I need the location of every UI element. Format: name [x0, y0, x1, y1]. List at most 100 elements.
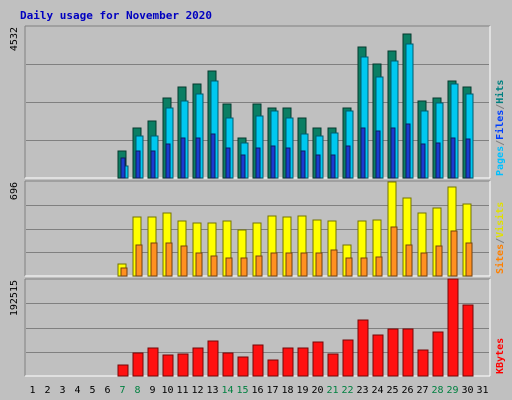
bar-kbytes [282, 347, 294, 377]
x-tick-label: 29 [446, 385, 458, 396]
bar-files [195, 137, 201, 179]
bar-files [210, 133, 216, 179]
bar-sites [315, 252, 323, 277]
bar-kbytes [132, 352, 144, 377]
bar-kbytes [447, 278, 459, 377]
side-label-part: KBytes [495, 338, 506, 374]
x-tick-label: 13 [206, 385, 218, 396]
x-tick-label: 16 [251, 385, 263, 396]
x-tick-label: 23 [356, 385, 368, 396]
bar-kbytes [432, 331, 444, 377]
bar-kbytes [297, 347, 309, 377]
bar-sites [360, 257, 368, 277]
x-tick-label: 22 [341, 385, 353, 396]
bar-files [360, 127, 366, 179]
x-tick-label: 25 [386, 385, 398, 396]
bar-sites [135, 244, 143, 277]
bar-files [180, 137, 186, 179]
bar-sites [420, 252, 428, 277]
x-tick-label: 28 [431, 385, 443, 396]
bar-kbytes [402, 328, 414, 377]
bar-kbytes [117, 364, 129, 377]
bar-files [390, 127, 396, 179]
x-tick-label: 20 [311, 385, 323, 396]
bar-sites [165, 242, 173, 277]
bar-files [330, 154, 336, 179]
bar-files [405, 123, 411, 179]
bar-sites [405, 244, 413, 277]
x-tick-label: 11 [176, 385, 188, 396]
bar-kbytes [252, 344, 264, 377]
bar-sites [285, 252, 293, 277]
x-tick-label: 24 [371, 385, 383, 396]
bar-files [450, 137, 456, 179]
x-tick-label: 18 [281, 385, 293, 396]
bar-files [255, 147, 261, 179]
x-tick-label: 4 [74, 385, 80, 396]
bar-files [285, 147, 291, 179]
side-label-part: / [495, 104, 506, 110]
x-tick-label: 14 [221, 385, 233, 396]
panel-max-label: 192515 [9, 280, 20, 316]
x-tick-label: 7 [119, 385, 125, 396]
bar-kbytes [192, 347, 204, 377]
panel-2: 696 Sites/Visits [9, 180, 506, 277]
bar-kbytes [222, 352, 234, 377]
panel-side-label: Sites/Visits [494, 202, 506, 274]
bar-kbytes [417, 349, 429, 377]
bar-files [135, 150, 141, 179]
x-tick-label: 8 [134, 385, 140, 396]
bar-sites [255, 255, 263, 277]
x-tick-label: 1 [29, 385, 35, 396]
x-axis-labels: 1 2 3 4 5 6 7 8 9 10 11 12 13 14 15 16 17 18 19 20 21 22 23 24 2… [29, 385, 488, 396]
bar-files [435, 142, 441, 179]
bar-kbytes [312, 341, 324, 377]
panel-max-label: 696 [9, 182, 20, 200]
bar-sites [300, 252, 308, 277]
x-tick-label: 6 [104, 385, 110, 396]
x-tick-label: 27 [416, 385, 428, 396]
x-tick-label: 15 [236, 385, 248, 396]
bar-kbytes [342, 339, 354, 377]
bar-files [420, 143, 426, 179]
bar-kbytes [327, 353, 339, 377]
series-kbytes [117, 278, 474, 377]
x-tick-label: 31 [476, 385, 488, 396]
x-tick-label: 2 [44, 385, 50, 396]
side-label-part: / [495, 238, 506, 244]
bar-files [315, 154, 321, 179]
x-tick-label: 9 [149, 385, 155, 396]
bar-kbytes [387, 328, 399, 377]
side-label-part: Hits [494, 80, 506, 104]
panels-layer: 4532Pages/Files/Hits696Sites/Visits19251… [9, 25, 506, 377]
bar-files [150, 150, 156, 179]
side-label-part: Visits [494, 202, 506, 238]
panel-side-label: KBytes [495, 338, 506, 374]
x-tick-label: 17 [266, 385, 278, 396]
x-tick-label: 3 [59, 385, 65, 396]
bar-sites [390, 226, 398, 277]
bar-sites [120, 267, 128, 277]
panel-side-label: Pages/Files/Hits [494, 80, 506, 176]
x-tick-label: 19 [296, 385, 308, 396]
bar-files [165, 143, 171, 179]
x-tick-label: 30 [461, 385, 473, 396]
bar-kbytes [207, 340, 219, 377]
series-sites [120, 226, 473, 277]
side-label-part: Sites [494, 244, 506, 274]
bar-sites [225, 257, 233, 277]
bar-files [375, 130, 381, 179]
x-tick-label: 10 [161, 385, 173, 396]
bar-kbytes [267, 359, 279, 377]
bar-sites [375, 256, 383, 277]
x-tick-label: 26 [401, 385, 413, 396]
bar-sites [270, 252, 278, 277]
bar-sites [210, 255, 218, 277]
x-tick-label: 21 [326, 385, 338, 396]
bar-files [300, 150, 306, 179]
bar-files [345, 145, 351, 179]
bar-kbytes [357, 319, 369, 377]
panel-3: 192515 KBytes [9, 278, 506, 377]
bar-kbytes [462, 304, 474, 377]
